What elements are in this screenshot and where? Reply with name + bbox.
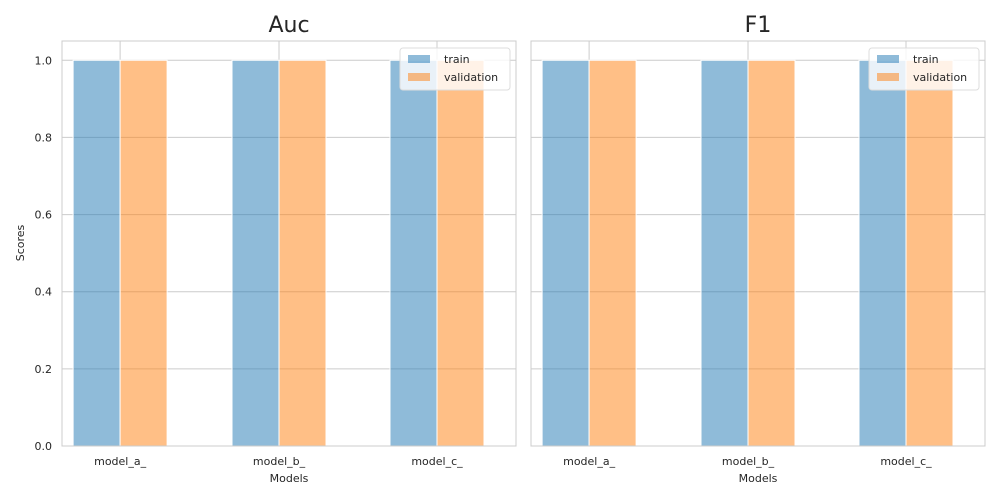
bar-validation-model_c_ [905, 59, 954, 447]
bar-train-model_b_ [700, 59, 749, 447]
legend-swatch [877, 55, 899, 63]
y-tick-label: 0.8 [35, 131, 53, 144]
x-tick-label: model_b_ [722, 455, 775, 468]
legend: train validation [868, 47, 980, 91]
plot-border [61, 40, 517, 447]
subplot-title: Auc [268, 13, 309, 38]
y-tick-label: 0.6 [35, 209, 53, 222]
y-axis-label: Scores [14, 224, 27, 261]
x-tick-label: model_a_ [94, 455, 146, 468]
f1-subplot: F1 Models model_a_ model_b_ model_c_ train v… [530, 13, 986, 485]
bar-train-model_b_ [231, 59, 280, 447]
legend-swatch [877, 73, 899, 81]
bar-train-model_a_ [541, 59, 590, 447]
legend: train validation [399, 47, 511, 91]
bar-train-model_c_ [389, 59, 438, 447]
legend-label: validation [913, 71, 967, 84]
bar-validation-model_b_ [278, 59, 327, 447]
bar-train-model_c_ [858, 59, 907, 447]
auc-subplot: Auc Models Scores model_a_ model_b_ model_… [14, 13, 517, 485]
bar-train-model_a_ [72, 59, 121, 447]
plot-border [530, 40, 986, 447]
x-tick-label: model_b_ [253, 455, 306, 468]
subplot-title: F1 [745, 13, 772, 38]
y-tick-label: 0.4 [35, 286, 53, 299]
x-axis-label: Models [270, 472, 309, 485]
y-tick-label: 0.2 [35, 363, 53, 376]
x-tick-label: model_c_ [880, 455, 932, 468]
legend-swatch [408, 73, 430, 81]
legend-label: validation [444, 71, 498, 84]
bar-validation-model_c_ [436, 59, 485, 447]
y-tick-label: 0.0 [35, 440, 53, 453]
bar-validation-model_a_ [588, 59, 637, 447]
bar-validation-model_a_ [119, 59, 168, 447]
legend-label: train [444, 53, 470, 66]
legend-label: train [913, 53, 939, 66]
y-tick-label: 1.0 [35, 54, 53, 67]
x-tick-label: model_c_ [411, 455, 463, 468]
x-axis-label: Models [739, 472, 778, 485]
legend-swatch [408, 55, 430, 63]
bar-validation-model_b_ [747, 59, 796, 447]
x-tick-label: model_a_ [563, 455, 615, 468]
